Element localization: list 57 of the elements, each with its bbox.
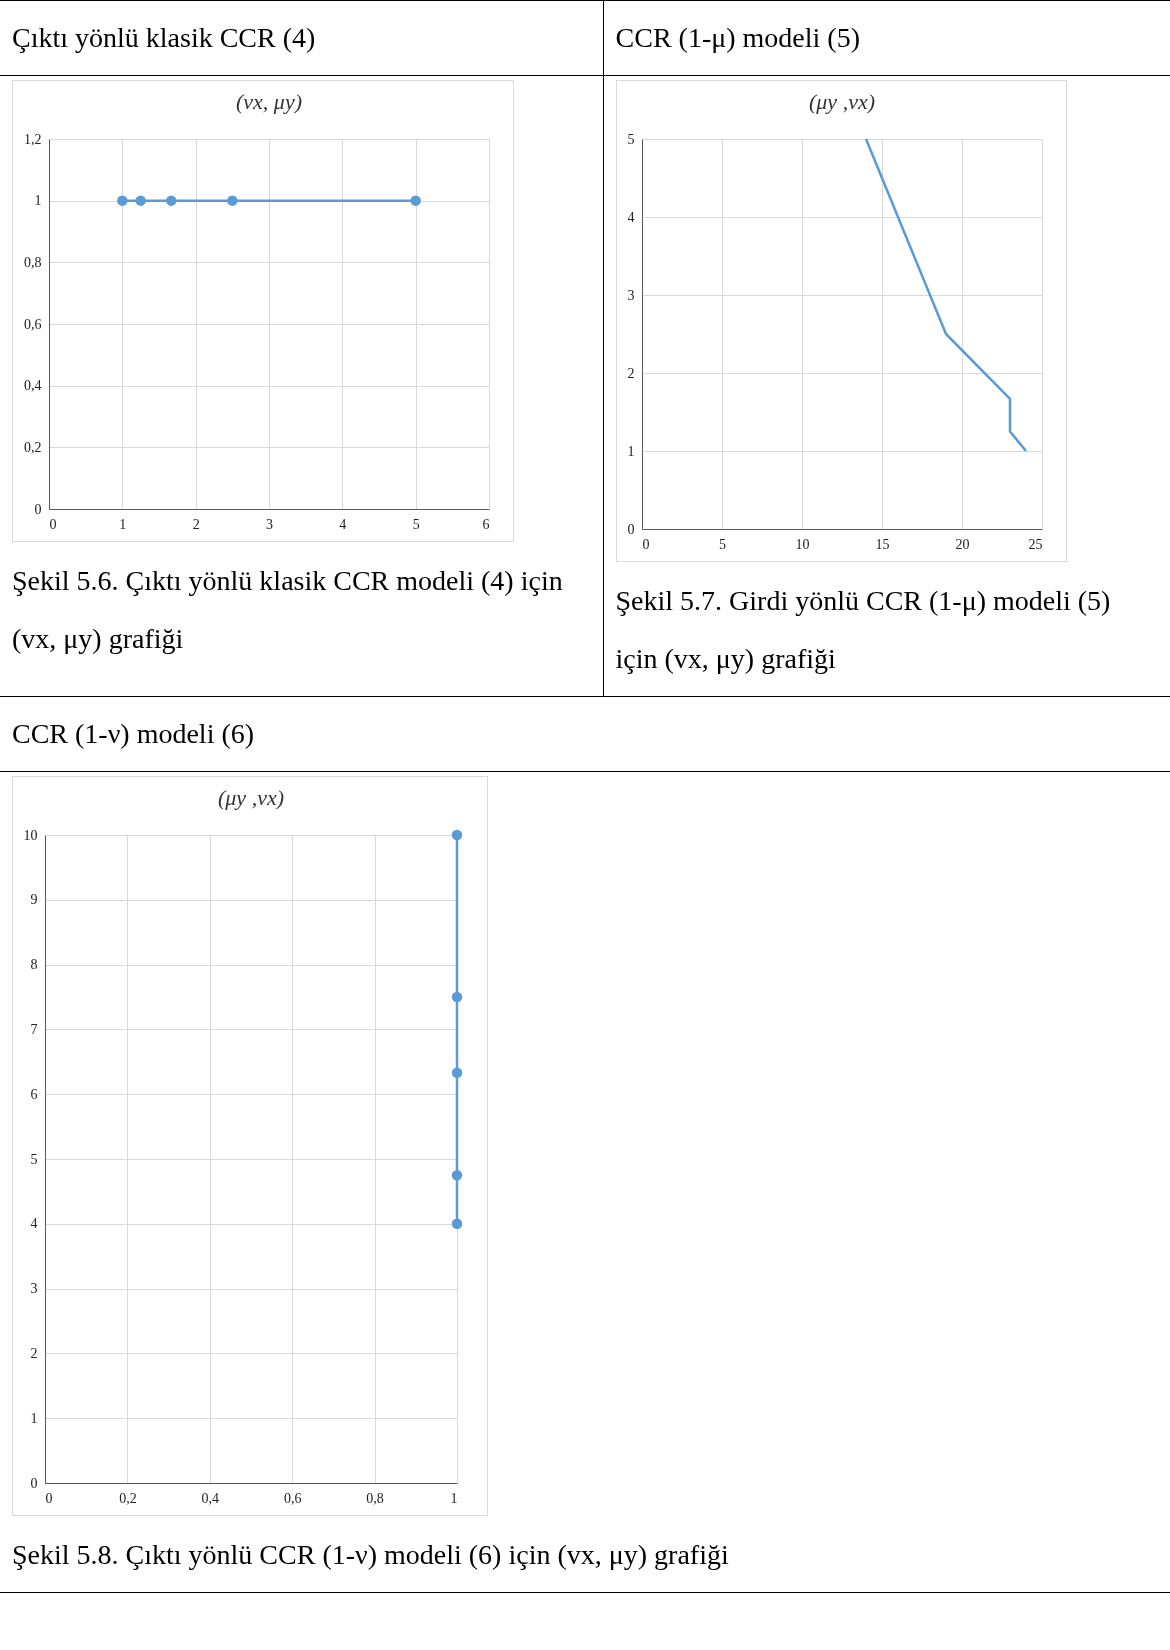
y-tick-label: 0,4 xyxy=(24,378,42,394)
text: CCR (1-ν) modeli (6) xyxy=(0,696,1170,772)
y-tick-label: 5 xyxy=(627,131,635,147)
point xyxy=(451,1067,463,1079)
y-tick-label: 4 xyxy=(30,1216,38,1232)
y-tick-label: 10 xyxy=(23,827,38,843)
y-tick-label: 3 xyxy=(627,287,635,303)
x-tick-label: 5 xyxy=(718,536,726,552)
y-tick-label: 3 xyxy=(30,1281,38,1297)
x-tick-label: 1 xyxy=(119,516,127,532)
point xyxy=(451,829,463,841)
y-tick-label: 0 xyxy=(30,1475,38,1491)
y-tick-label: 5 xyxy=(30,1151,38,1167)
y-tick-label: 6 xyxy=(30,1086,38,1102)
point xyxy=(451,991,463,1003)
x-tick-label: 15 xyxy=(875,536,890,552)
chart-title: (μy ,vx) xyxy=(218,785,284,810)
text: Şekil 5.6. Çıktı yönlü klasik CCR modeli (4) için (vx, μy) grafiği xyxy=(12,564,564,656)
x-tick-label: 0,8 xyxy=(366,1490,384,1506)
x-tick-label: 0,2 xyxy=(119,1490,137,1506)
y-tick-label: 2 xyxy=(627,365,635,381)
x-tick-label: 1 xyxy=(450,1490,458,1506)
x-tick-label: 6 xyxy=(482,516,490,532)
x-tick-label: 10 xyxy=(795,536,810,552)
x-tick-label: 20 xyxy=(955,536,970,552)
x-tick-label: 5 xyxy=(412,516,420,532)
x-tick-label: 2 xyxy=(192,516,200,532)
x-tick-label: 0 xyxy=(45,1490,53,1506)
y-tick-label: 4 xyxy=(627,209,635,225)
chart-title: (vx, μy) xyxy=(236,89,302,114)
y-tick-label: 1 xyxy=(627,443,635,459)
y-tick-label: 0,6 xyxy=(24,316,42,332)
y-tick-label: 0,2 xyxy=(24,439,42,455)
y-tick-label: 1,2 xyxy=(24,131,42,147)
line-series xyxy=(864,137,1027,453)
x-tick-label: 0,4 xyxy=(201,1490,220,1506)
y-tick-label: 8 xyxy=(30,957,38,973)
y-tick-label: 7 xyxy=(30,1021,38,1037)
y-tick-label: 0 xyxy=(34,501,42,517)
x-tick-label: 0 xyxy=(642,536,650,552)
text: Şekil 5.7. Girdi yönlü CCR (1-μ) modeli (5) için (vx, μy) grafiği xyxy=(615,584,1112,676)
chart-title: (μy ,vx) xyxy=(808,89,875,114)
y-tick-label: 1 xyxy=(30,1410,38,1426)
x-tick-label: 0,6 xyxy=(283,1490,302,1506)
y-tick-label: 2 xyxy=(30,1345,38,1361)
x-tick-label: 4 xyxy=(339,516,347,532)
y-tick-label: 1 xyxy=(34,193,42,209)
text: Şekil 5.8. Çıktı yönlü CCR (1-ν) modeli (6) için (vx, μy) grafiği xyxy=(12,1538,730,1572)
text: Çıktı yönlü klasik CCR (4) xyxy=(0,0,604,76)
y-tick-label: 0,8 xyxy=(24,254,42,270)
x-tick-label: 25 xyxy=(1028,536,1043,552)
text: CCR (1-μ) modeli (5) xyxy=(603,0,1170,76)
point xyxy=(451,1169,463,1181)
point xyxy=(451,1218,463,1230)
y-tick-label: 9 xyxy=(30,892,38,908)
x-tick-label: 0 xyxy=(49,516,57,532)
x-tick-label: 3 xyxy=(266,516,273,532)
